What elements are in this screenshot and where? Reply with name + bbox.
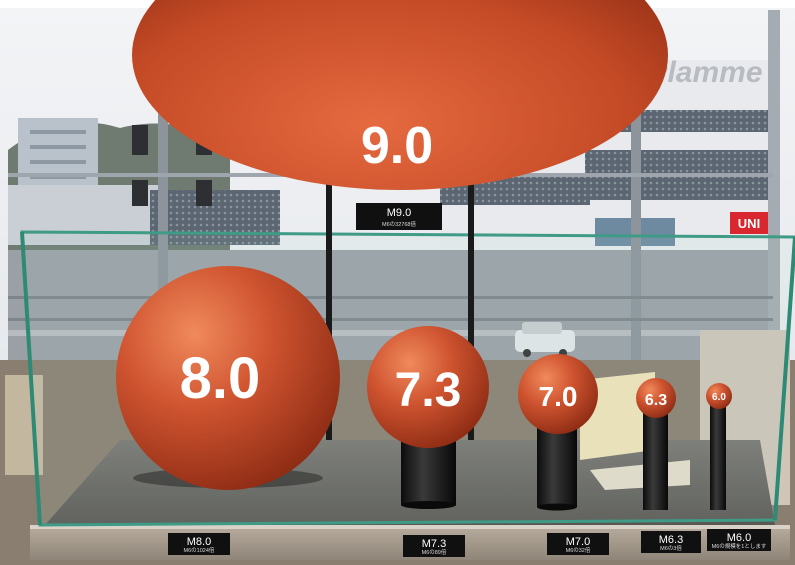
sphere-label-m8: 8.0 [180,346,261,411]
plaque-m60 [707,529,771,551]
window-mullion [158,60,168,360]
plaque-main-m9: M9.0 [387,207,411,219]
pedestal-m60 [710,400,726,510]
sphere-label-m9: 9.0 [361,117,433,175]
sphere-m60 [706,383,732,409]
plaque-sub-m73: M6の89倍 [422,548,447,556]
plaque-main-m73: M7.3 [422,538,446,550]
sphere-label-m63: 6.3 [645,392,667,409]
plaque-sub-m9: M6の32768倍 [382,220,416,228]
pedestal-m63 [643,405,668,510]
plaque-sub-m60: M6の規模を1とします [712,542,767,550]
plaque-m63 [641,531,701,553]
sphere-label-m60: 6.0 [712,392,726,403]
uniqlo-sign-text: UNI [738,216,760,231]
plaque-main-m60: M6.0 [727,532,751,544]
pedestal-m73 [401,440,456,505]
plaque-m8 [168,533,230,555]
plaque-m73 [403,535,465,557]
sphere-m73 [367,326,489,448]
plaque-m9 [356,203,442,230]
plaque-sub-m70: M6の32倍 [566,546,591,554]
info-card [580,372,655,460]
speaker [132,125,148,155]
uniqlo-sign [730,212,768,234]
plaque-sub-m63: M6の3倍 [660,544,682,552]
plaque-main-m63: M6.3 [659,534,683,546]
perforated-wall-left [150,190,280,245]
sphere-m70 [518,354,598,434]
sphere-label-m73: 7.3 [395,364,462,417]
plaque-m70 [547,533,609,555]
sphere-label-m70: 7.0 [539,381,578,412]
window-mullion [631,60,641,360]
pedestal-m70 [537,422,577,507]
sphere-m63 [636,378,676,418]
plaque-sub-m8: M6の1024倍 [184,546,215,554]
plaque-main-m8: M8.0 [187,536,211,548]
sphere-m9 [132,0,668,190]
sphere-m8 [116,266,340,490]
parked-car [515,330,575,352]
plaque-main-m70: M7.0 [566,536,590,548]
